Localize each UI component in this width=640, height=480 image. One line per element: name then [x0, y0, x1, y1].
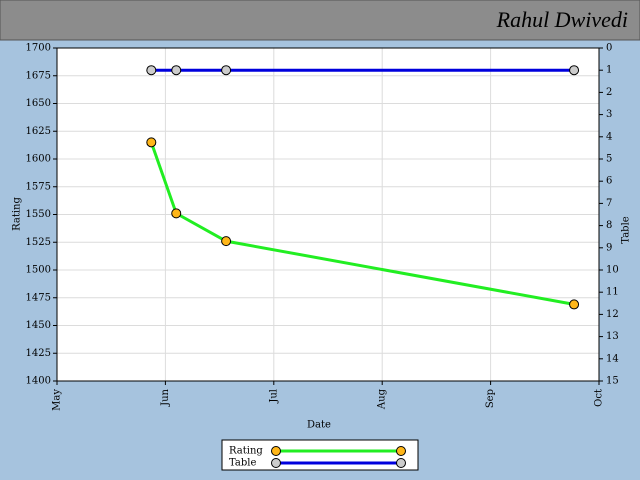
y-tick-label: 1500 [26, 265, 51, 276]
x-tick-label: Oct [594, 389, 605, 407]
y2-tick-label: 4 [606, 131, 612, 142]
data-point [146, 137, 157, 148]
x-tick-label: May [52, 389, 63, 411]
legend-label: Table [229, 458, 256, 469]
y-tick-label: 1525 [26, 237, 51, 248]
y2-tick-label: 1 [606, 65, 612, 76]
x-tick-label: Aug [377, 388, 388, 410]
y2-tick-label: 10 [606, 265, 619, 276]
legend-marker [396, 458, 406, 468]
y2-tick-label: 5 [606, 154, 612, 165]
y2-tick-label: 9 [606, 242, 612, 253]
legend-label: Rating [229, 446, 263, 457]
legend-marker [271, 458, 281, 468]
data-point [146, 65, 157, 76]
chart-title: Rahul Dwivedi [496, 7, 628, 32]
y-tick-label: 1675 [26, 70, 51, 81]
y2-tick-label: 2 [606, 87, 612, 98]
y2-tick-label: 13 [606, 331, 619, 342]
x-tick-label: Jul [268, 389, 279, 404]
legend [221, 439, 419, 471]
y2-tick-label: 12 [606, 309, 619, 320]
y2-tick-label: 14 [606, 353, 619, 364]
y-tick-label: 1450 [26, 320, 51, 331]
header-bar [0, 0, 640, 41]
series-line [149, 141, 575, 306]
plot-frame [56, 47, 600, 382]
y-axis-label: Rating [12, 197, 23, 231]
data-point [569, 299, 580, 310]
legend-marker [271, 446, 281, 456]
data-point [569, 65, 580, 76]
x-tick-label: Jun [160, 388, 171, 406]
y2-tick-label: 8 [606, 220, 612, 231]
legend-marker [396, 446, 406, 456]
y-tick-label: 1475 [26, 292, 51, 303]
y2-tick-label: 3 [606, 109, 612, 120]
y-tick-label: 1550 [26, 209, 51, 220]
y-tick-label: 1400 [26, 376, 51, 387]
y-tick-label: 1625 [26, 126, 51, 137]
y2-axis-label: Table [621, 216, 632, 243]
y2-tick-label: 15 [606, 376, 619, 387]
data-point [171, 208, 182, 219]
y-tick-label: 1650 [26, 98, 51, 109]
y-tick-label: 1575 [26, 181, 51, 192]
y2-tick-label: 6 [606, 176, 612, 187]
x-tick-label: Sep [485, 389, 496, 408]
y-tick-label: 1600 [26, 154, 51, 165]
data-point [221, 65, 232, 76]
x-axis-label: Date [307, 420, 331, 431]
data-point [171, 65, 182, 76]
y-tick-label: 1425 [26, 348, 51, 359]
y2-tick-label: 7 [606, 198, 612, 209]
y2-tick-label: 11 [606, 287, 619, 298]
y2-tick-label: 0 [606, 43, 612, 54]
y-tick-label: 1700 [26, 43, 51, 54]
data-point [221, 236, 232, 247]
